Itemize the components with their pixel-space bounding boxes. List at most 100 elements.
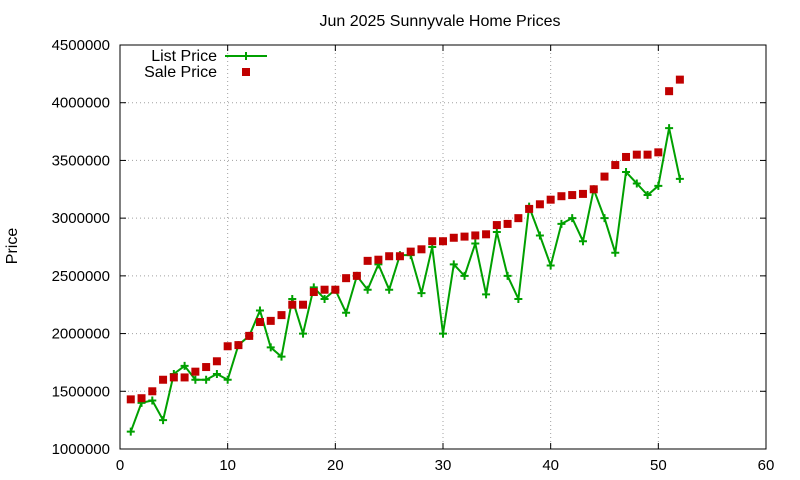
list-price-point bbox=[665, 124, 674, 133]
list-price-point bbox=[266, 343, 275, 352]
sale-price-point bbox=[611, 161, 620, 170]
sale-price-point bbox=[320, 285, 329, 294]
sale-price-point bbox=[266, 316, 275, 325]
chart-title: Jun 2025 Sunnyvale Home Prices bbox=[319, 13, 560, 30]
y-tick-label: 1000000 bbox=[52, 441, 110, 458]
list-price-point bbox=[126, 427, 135, 436]
list-price-point bbox=[255, 306, 264, 315]
sale-price-point bbox=[417, 245, 426, 254]
sale-price-point bbox=[234, 341, 243, 350]
y-tick-label: 4500000 bbox=[52, 37, 110, 54]
sale-price-point bbox=[385, 252, 394, 261]
series-list-price bbox=[126, 124, 684, 436]
sale-price-point bbox=[535, 200, 544, 209]
list-price-point bbox=[557, 219, 566, 228]
list-price-point bbox=[654, 181, 663, 190]
y-tick-label: 3500000 bbox=[52, 152, 110, 169]
list-price-point bbox=[417, 289, 426, 298]
sale-price-point bbox=[665, 87, 674, 96]
list-price-point bbox=[460, 271, 469, 280]
sale-price-point bbox=[406, 247, 415, 256]
legend: List Price Sale Price bbox=[144, 48, 267, 81]
list-price-point bbox=[223, 375, 232, 384]
sale-price-point bbox=[449, 233, 458, 242]
x-tick-label: 40 bbox=[542, 457, 559, 474]
sale-price-point bbox=[675, 75, 684, 84]
y-tick-label: 4000000 bbox=[52, 95, 110, 112]
sale-price-point bbox=[632, 150, 641, 159]
sale-price-point bbox=[622, 152, 631, 161]
sale-price-point bbox=[654, 148, 663, 157]
sale-price-point bbox=[546, 195, 555, 204]
sale-price-point bbox=[148, 387, 157, 396]
sale-price-point bbox=[460, 232, 469, 241]
x-tick-label: 30 bbox=[435, 457, 452, 474]
sale-price-point bbox=[191, 367, 200, 376]
sale-price-point bbox=[482, 230, 491, 239]
list-price-point bbox=[482, 290, 491, 299]
sale-price-point bbox=[137, 394, 146, 403]
y-tick-label: 3000000 bbox=[52, 210, 110, 227]
sale-price-point bbox=[352, 271, 361, 280]
list-price-point bbox=[449, 260, 458, 269]
list-price-point bbox=[342, 308, 351, 317]
sale-price-point bbox=[643, 150, 652, 159]
list-price-point bbox=[546, 261, 555, 270]
y-tick-label: 2000000 bbox=[52, 326, 110, 343]
y-axis-ticks: 1000000 1500000 2000000 2500000 3000000 35000… bbox=[52, 37, 766, 458]
x-axis-ticks: 0 10 20 30 40 50 60 bbox=[116, 45, 775, 474]
list-price-point bbox=[535, 231, 544, 240]
sale-price-point bbox=[223, 342, 232, 351]
list-price-point bbox=[385, 285, 394, 294]
y-axis-label: Price bbox=[4, 228, 21, 265]
list-price-point bbox=[363, 285, 372, 294]
sale-price-point bbox=[342, 274, 351, 283]
y-tick-label: 2500000 bbox=[52, 268, 110, 285]
sale-price-point bbox=[202, 363, 211, 372]
sale-price-point bbox=[331, 285, 340, 294]
sale-price-point bbox=[395, 252, 404, 261]
sale-price-point bbox=[255, 318, 264, 327]
list-price-point bbox=[600, 214, 609, 223]
list-price-point bbox=[643, 191, 652, 200]
list-price-point bbox=[320, 294, 329, 303]
sale-price-point bbox=[245, 331, 254, 340]
sale-price-point bbox=[309, 288, 318, 297]
legend-label-list-price: List Price bbox=[151, 48, 217, 65]
list-price-point bbox=[578, 237, 587, 246]
sale-price-point bbox=[589, 185, 598, 194]
list-price-point bbox=[180, 361, 189, 370]
sale-price-point bbox=[180, 373, 189, 382]
x-tick-label: 60 bbox=[758, 457, 775, 474]
sale-price-point bbox=[288, 300, 297, 309]
grid-lines bbox=[120, 45, 766, 449]
x-tick-label: 0 bbox=[116, 457, 124, 474]
sale-price-point bbox=[126, 395, 135, 404]
sale-price-point bbox=[363, 256, 372, 265]
sale-price-point bbox=[492, 221, 501, 230]
list-price-point bbox=[159, 416, 168, 425]
list-price-point bbox=[622, 167, 631, 176]
list-price-point bbox=[439, 329, 447, 338]
y-tick-label: 1500000 bbox=[52, 383, 110, 400]
sale-price-point bbox=[428, 237, 437, 246]
sale-price-point bbox=[578, 189, 587, 198]
list-price-point bbox=[503, 271, 512, 280]
list-price-point bbox=[299, 329, 308, 338]
list-price-point bbox=[514, 294, 523, 303]
sale-price-point bbox=[299, 300, 308, 309]
list-price-point bbox=[492, 227, 501, 236]
x-tick-label: 20 bbox=[327, 457, 344, 474]
list-price-point bbox=[675, 174, 684, 183]
list-price-point bbox=[212, 369, 221, 378]
sale-price-point bbox=[212, 357, 221, 366]
sale-price-point bbox=[503, 219, 512, 228]
list-price-point bbox=[471, 239, 480, 248]
list-price-point bbox=[632, 179, 641, 188]
list-price-point bbox=[277, 352, 286, 361]
sale-price-point bbox=[159, 375, 168, 384]
legend-label-sale-price: Sale Price bbox=[144, 64, 217, 81]
sale-price-point bbox=[277, 311, 286, 320]
list-price-point bbox=[202, 375, 211, 384]
